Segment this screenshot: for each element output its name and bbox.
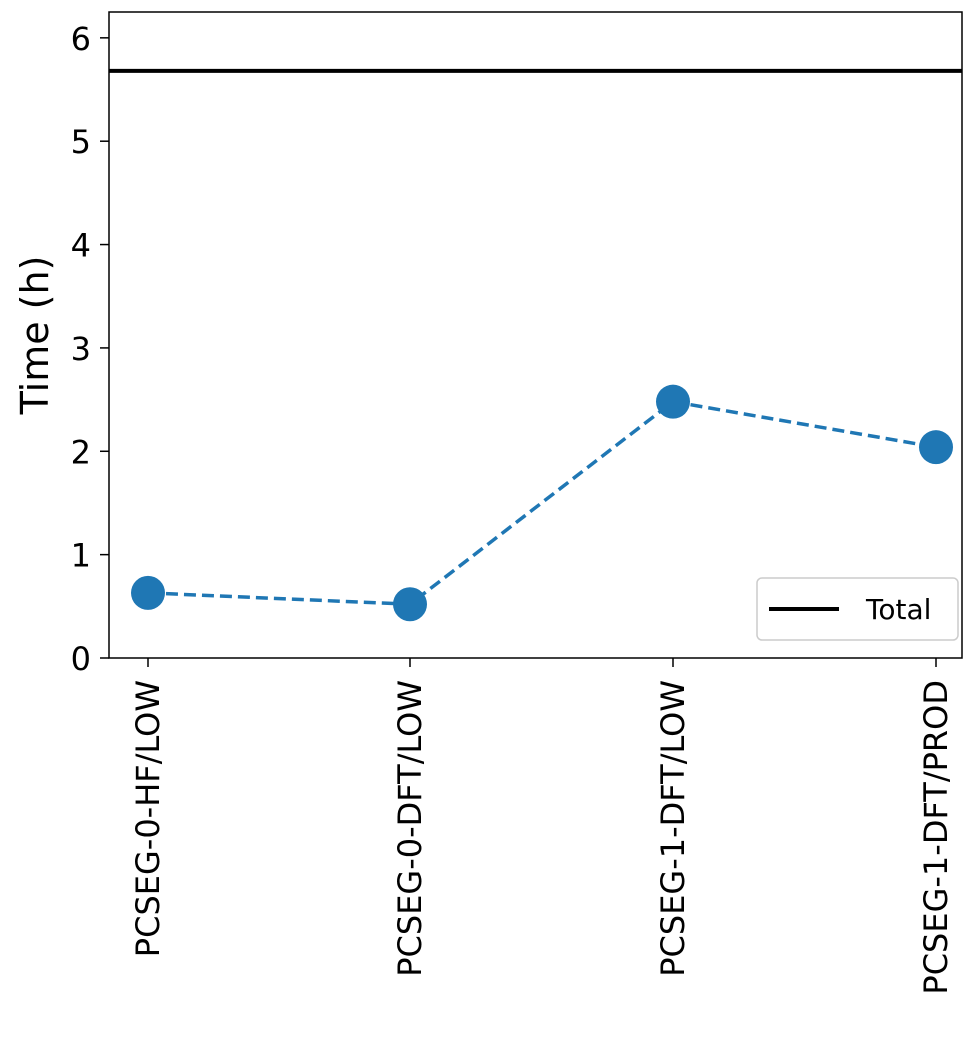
plot-area bbox=[108, 11, 963, 659]
data-point bbox=[131, 575, 165, 610]
data-point bbox=[656, 384, 690, 419]
x-tick-label: PCSEG-1-DFT/PROD bbox=[917, 680, 955, 995]
data-point bbox=[393, 587, 427, 622]
x-tick-label: PCSEG-0-DFT/LOW bbox=[391, 680, 429, 977]
x-axis: PCSEG-0-HF/LOW PCSEG-0-DFT/LOW PCSEG-1-DFT… bbox=[129, 658, 955, 995]
legend-frame bbox=[756, 577, 959, 641]
y-tick-label: 0 bbox=[71, 640, 91, 678]
legend-label-total: Total bbox=[865, 593, 931, 626]
y-axis: 0 1 2 3 4 5 6 bbox=[71, 20, 109, 678]
y-tick-label: 3 bbox=[71, 330, 91, 368]
y-axis-title: Time (h) bbox=[13, 256, 57, 416]
legend: Total bbox=[756, 577, 959, 641]
y-tick-label: 5 bbox=[71, 123, 91, 161]
plot-frame bbox=[108, 11, 963, 659]
y-tick-label: 4 bbox=[71, 227, 91, 265]
data-point bbox=[919, 430, 953, 465]
y-tick-label: 2 bbox=[71, 433, 91, 471]
series-line bbox=[147, 399, 937, 607]
y-tick-label: 1 bbox=[71, 537, 91, 575]
x-tick-label: PCSEG-1-DFT/LOW bbox=[654, 680, 692, 977]
y-tick-label: 6 bbox=[71, 20, 91, 58]
x-tick-label: PCSEG-0-HF/LOW bbox=[129, 680, 167, 957]
